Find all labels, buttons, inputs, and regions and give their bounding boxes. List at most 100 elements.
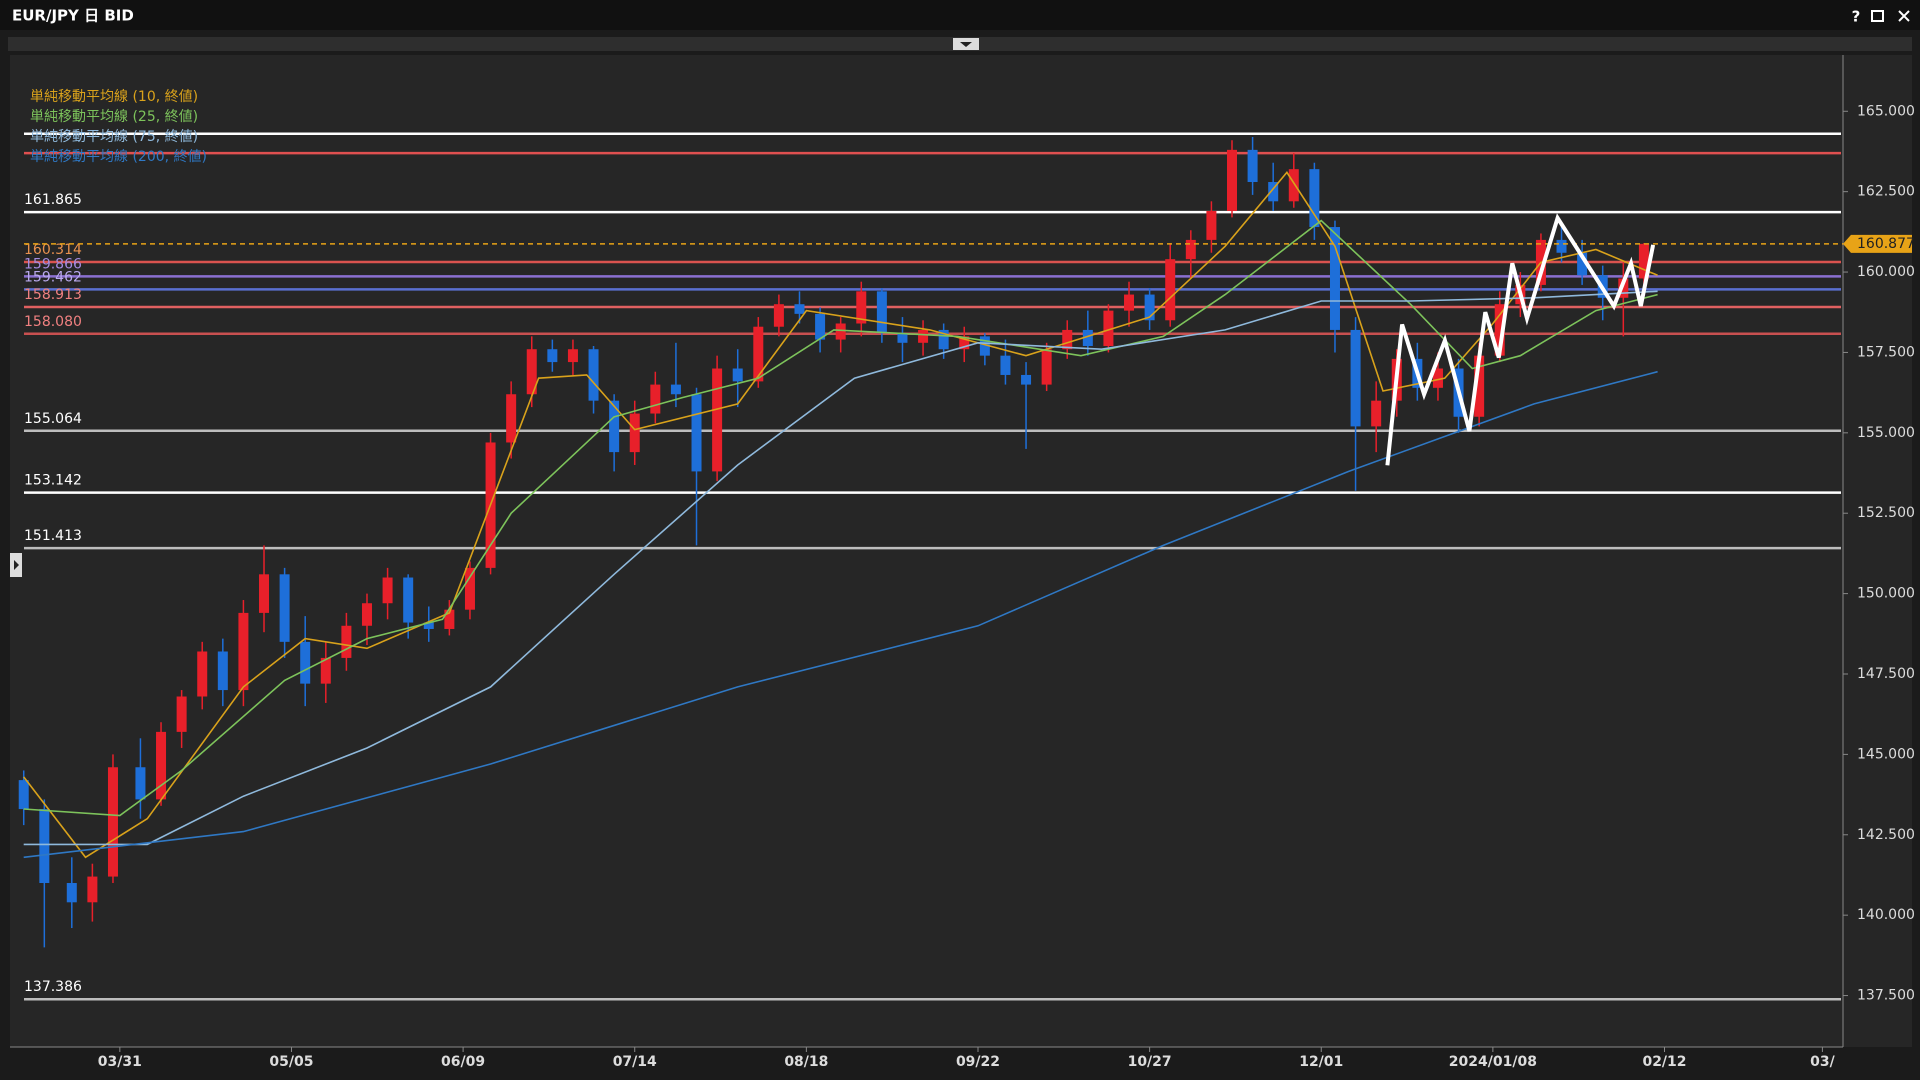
x-tick-label: 10/27 [1128, 1054, 1172, 1070]
candle-body [1494, 304, 1505, 356]
candle-body [1021, 374, 1032, 385]
candle-body [238, 612, 249, 691]
candle-body [1082, 329, 1093, 347]
candle-body [1556, 239, 1567, 253]
side-tab-arrow [14, 560, 19, 570]
candle-body [547, 349, 558, 363]
candle-body [629, 413, 640, 453]
candle-body [1618, 278, 1629, 298]
candle-body [1165, 259, 1176, 321]
x-tick-label: 06/09 [441, 1054, 485, 1070]
candle-body [464, 567, 475, 610]
candle-body [135, 767, 146, 800]
candle-body [1144, 294, 1155, 321]
candle-body [897, 333, 908, 343]
drawn-pattern [1385, 213, 1656, 466]
candle-body [1350, 329, 1361, 427]
candle-body [66, 883, 77, 903]
last-price-label: 160.877 [1857, 236, 1915, 252]
candle-body [609, 400, 620, 453]
y-tick-label: 140.000 [1857, 907, 1915, 923]
help-button[interactable]: ? [1852, 8, 1861, 26]
candle-body [918, 329, 929, 343]
candle-body [876, 291, 887, 334]
candle-body [835, 323, 846, 340]
candle-body [1474, 355, 1485, 417]
y-tick-label: 160.000 [1857, 264, 1915, 280]
y-tick-label: 147.500 [1857, 666, 1915, 682]
level-label: 153.142 [24, 473, 82, 489]
candle-body [1371, 400, 1382, 427]
close-button[interactable] [1898, 10, 1910, 22]
candle-body [341, 625, 352, 658]
candle-body [1185, 239, 1196, 260]
candle-body [217, 651, 228, 691]
candle-body [1227, 149, 1237, 211]
level-label: 160.314 [24, 242, 82, 258]
candle-body [938, 329, 949, 350]
candle-body [1103, 310, 1114, 347]
level-label: 158.913 [24, 287, 82, 303]
y-axis-area [1843, 55, 1912, 1047]
x-tick-label: 2024/01/08 [1449, 1054, 1537, 1070]
legend: 単純移動平均線 (10, 終値) 単純移動平均線 (25, 終値) 単純移動平均線 … [30, 89, 207, 165]
candle-body [1329, 227, 1340, 330]
candle-body [259, 574, 270, 613]
legend-entry: 単純移動平均線 (25, 終値) [30, 109, 198, 125]
ma-line [23, 370, 1658, 859]
candle-body [794, 304, 805, 314]
candle-body [732, 368, 743, 382]
y-tick-label: 155.000 [1857, 425, 1915, 441]
ma-line [23, 290, 1658, 846]
candle-body [197, 651, 208, 697]
y-tick-label: 152.500 [1857, 505, 1915, 521]
level-label: 151.413 [24, 528, 82, 544]
candle-body [279, 574, 290, 642]
candle-body [87, 876, 98, 903]
level-label: 159.866 [24, 256, 82, 272]
last-price-tag [1843, 234, 1912, 253]
x-tick-label: 09/22 [956, 1054, 1000, 1070]
candle-body [107, 767, 118, 877]
candle-body [979, 336, 990, 356]
candle-body [156, 731, 167, 800]
candle-body [650, 384, 661, 414]
y-tick-label: 150.000 [1857, 586, 1915, 602]
candle-body [361, 603, 372, 626]
candle-body [670, 384, 681, 395]
y-tick-label: 165.000 [1857, 103, 1915, 119]
candle-body [588, 349, 599, 401]
candle-body [1000, 355, 1011, 375]
candle-body [1432, 368, 1443, 388]
candle-body [18, 780, 29, 810]
candle-body [423, 622, 434, 629]
level-label: 155.064 [24, 411, 82, 427]
candle-body [1638, 243, 1649, 279]
candle-body [691, 394, 702, 472]
x-tick-label: 05/05 [269, 1054, 313, 1070]
x-tick-label: 07/14 [613, 1054, 657, 1070]
candle-body [712, 368, 723, 472]
level-label: 159.462 [24, 269, 82, 285]
candle-body [444, 609, 455, 629]
candle-body [1288, 169, 1299, 202]
maximize-button[interactable] [1871, 10, 1884, 22]
candle-body [773, 304, 784, 327]
level-label: 137.386 [24, 979, 82, 995]
toolbar-arrow [960, 42, 972, 47]
candle-body [1309, 169, 1320, 228]
candle-body [320, 657, 331, 684]
y-tick-label: 157.500 [1857, 344, 1915, 360]
candle-body [1124, 294, 1135, 311]
x-tick-label: 03/31 [98, 1054, 142, 1070]
candle-body [1268, 182, 1279, 202]
candle-body [959, 336, 970, 350]
candle-body [1041, 349, 1052, 385]
candle-body [1062, 329, 1073, 350]
window-title: EUR/JPY 日 BID [12, 7, 134, 25]
x-tick-label: 08/18 [784, 1054, 828, 1070]
x-tick-label: 02/12 [1642, 1054, 1686, 1070]
candle-body [1247, 149, 1258, 183]
